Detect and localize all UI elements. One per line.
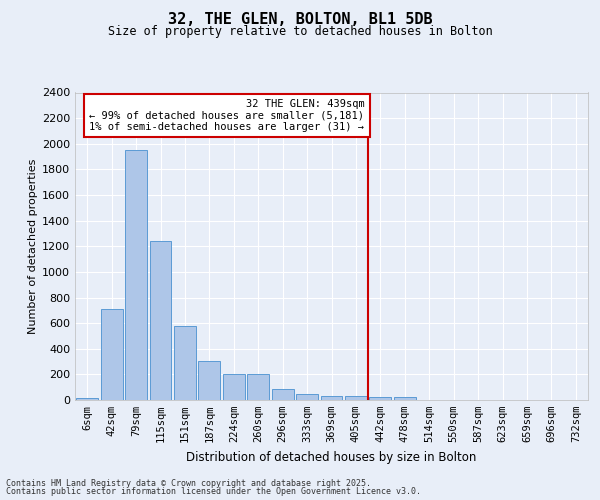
X-axis label: Distribution of detached houses by size in Bolton: Distribution of detached houses by size … <box>187 450 476 464</box>
Bar <box>223 374 245 400</box>
Text: Size of property relative to detached houses in Bolton: Size of property relative to detached ho… <box>107 25 493 38</box>
Bar <box>370 398 391 400</box>
Bar <box>125 150 147 400</box>
Bar <box>149 241 172 400</box>
Bar <box>296 394 318 400</box>
Text: Contains HM Land Registry data © Crown copyright and database right 2025.: Contains HM Land Registry data © Crown c… <box>6 478 371 488</box>
Bar <box>199 361 220 400</box>
Y-axis label: Number of detached properties: Number of detached properties <box>28 158 38 334</box>
Bar <box>320 396 343 400</box>
Text: 32 THE GLEN: 439sqm
← 99% of detached houses are smaller (5,181)
1% of semi-deta: 32 THE GLEN: 439sqm ← 99% of detached ho… <box>89 99 364 132</box>
Bar <box>76 398 98 400</box>
Bar <box>174 326 196 400</box>
Text: 32, THE GLEN, BOLTON, BL1 5DB: 32, THE GLEN, BOLTON, BL1 5DB <box>167 12 433 28</box>
Bar <box>394 398 416 400</box>
Bar <box>272 389 293 400</box>
Bar <box>345 396 367 400</box>
Bar <box>247 374 269 400</box>
Bar <box>101 309 122 400</box>
Text: Contains public sector information licensed under the Open Government Licence v3: Contains public sector information licen… <box>6 487 421 496</box>
